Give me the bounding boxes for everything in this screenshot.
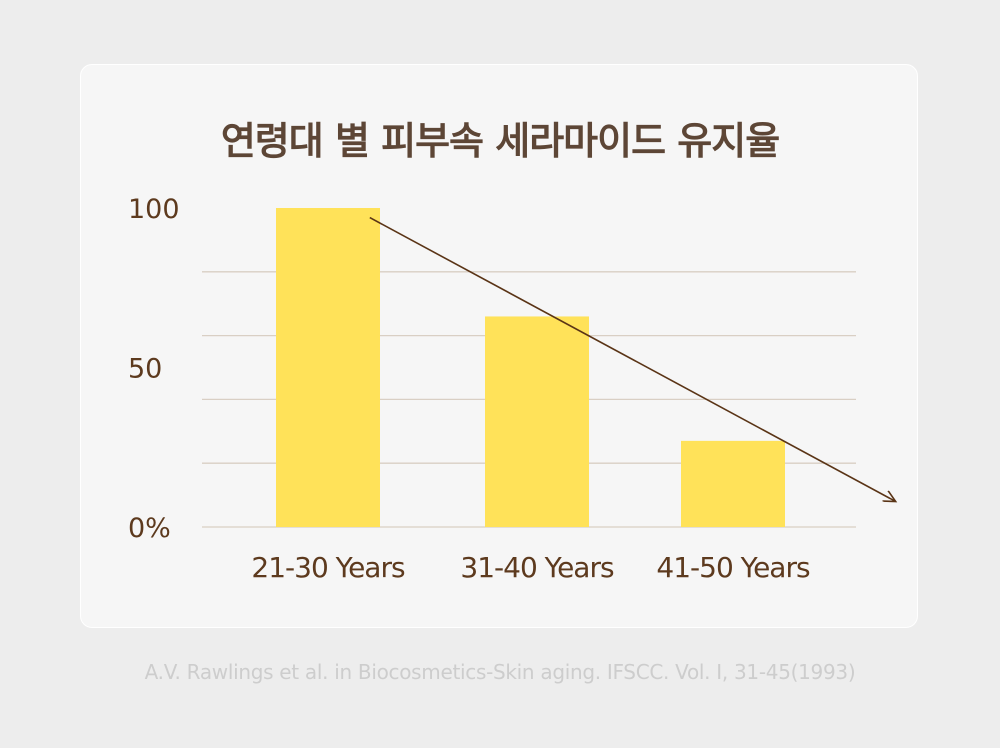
bar-31-40-years — [485, 316, 589, 527]
y-tick-label: 100 — [128, 194, 180, 225]
x-axis-labels: 21-30 Years 31-40 Years 41-50 Years — [251, 551, 811, 584]
x-category-label: 31-40 Years — [460, 551, 614, 584]
y-tick-label: 50 — [128, 354, 162, 385]
y-tick-label: 0% — [128, 513, 171, 544]
trend-arrow-group — [369, 216, 896, 502]
x-category-label: 21-30 Years — [251, 551, 405, 584]
source-citation: A.V. Rawlings et al. in Biocosmetics-Ski… — [144, 660, 856, 684]
bar-41-50-years — [681, 440, 785, 527]
bars — [276, 208, 785, 527]
chart-title: 연령대 별 피부속 세라마이드 유지율 — [220, 119, 780, 163]
bar-21-30-years — [276, 208, 380, 527]
x-category-label: 41-50 Years — [656, 551, 810, 584]
y-axis-ticks: 100 50 0% — [128, 194, 180, 544]
trend-arrow — [369, 216, 896, 502]
